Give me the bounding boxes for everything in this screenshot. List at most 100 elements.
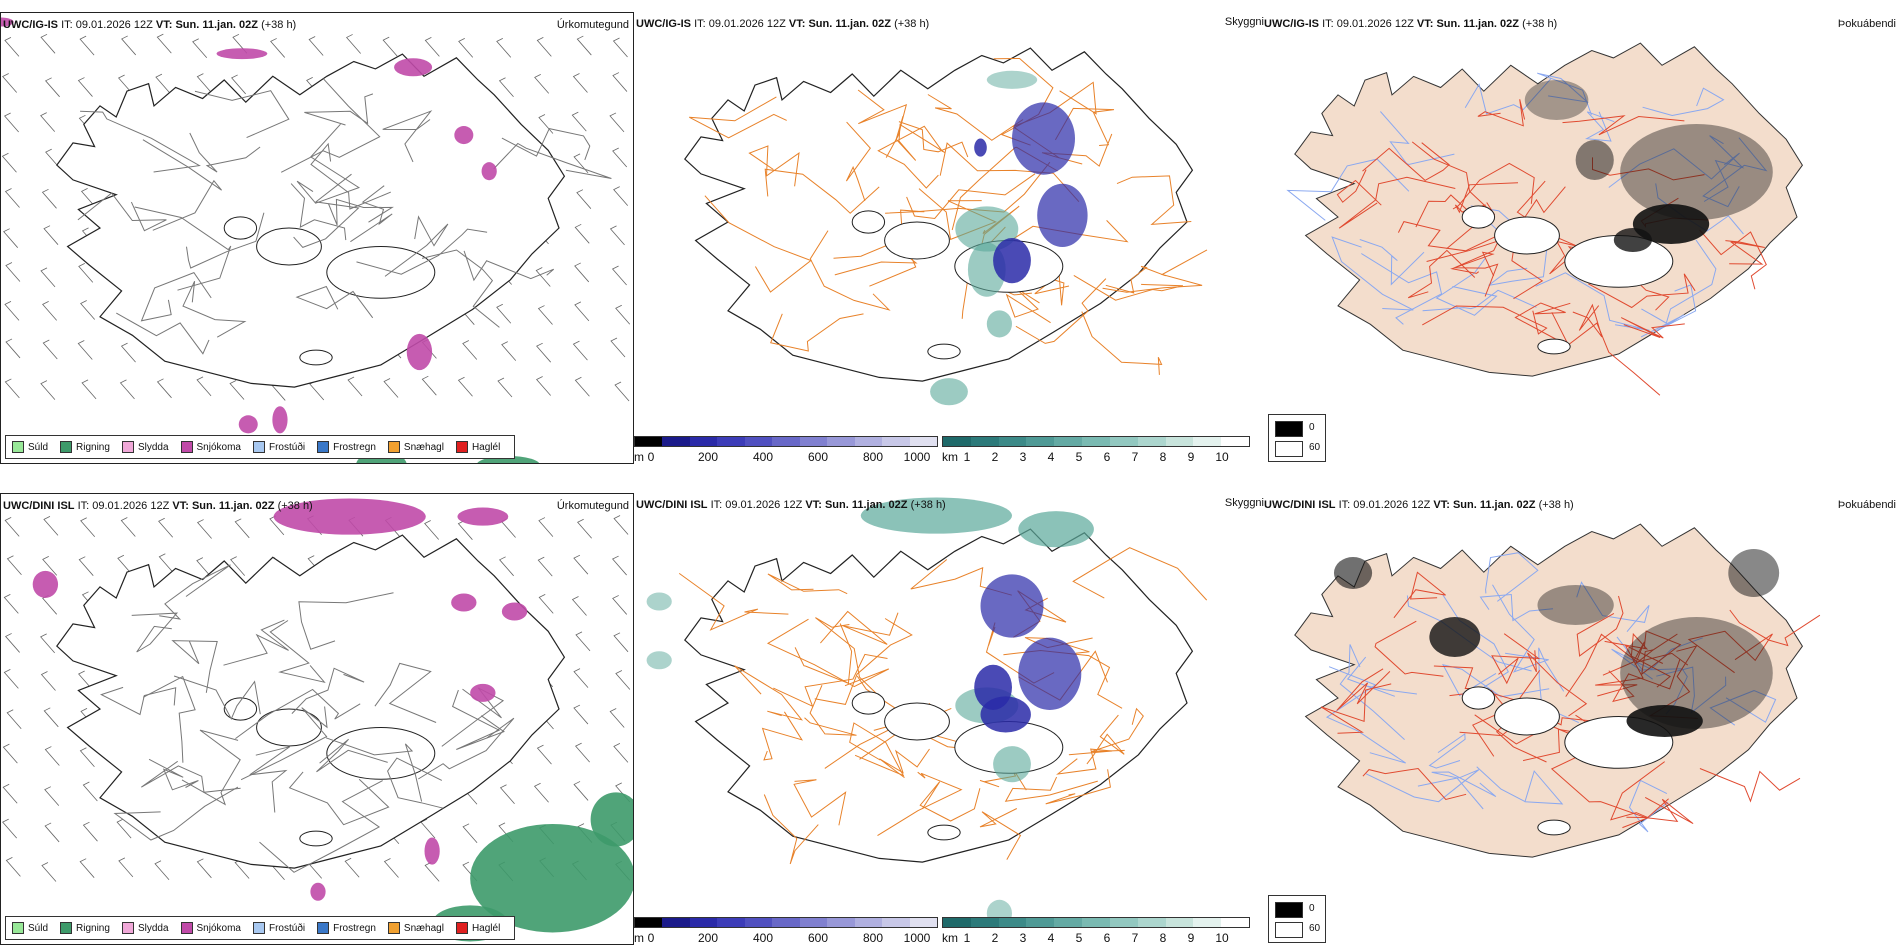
road-line [770, 313, 864, 352]
cloud-tick: 800 [862, 450, 884, 464]
legend-swatch [121, 922, 134, 934]
fog-map-top [1286, 42, 1804, 396]
snow-area [216, 48, 268, 60]
river-line [1537, 72, 1592, 115]
legend-swatch [121, 441, 134, 453]
snow-area [394, 58, 433, 77]
panel-header: UWC/IG-IS IT: 09.01.2026 12Z VT: Sun. 11… [1264, 18, 1558, 30]
wind-barb [116, 818, 132, 839]
wind-barb [4, 112, 19, 133]
wind-barb [615, 670, 631, 690]
low-visibility-area [955, 206, 1019, 252]
cloud-tick: 600 [807, 450, 829, 464]
road-line [678, 572, 789, 631]
road-line [1588, 273, 1696, 309]
wind-barb [346, 34, 361, 54]
low-visibility-area [993, 746, 1031, 783]
colorbar-segment [1137, 918, 1166, 927]
low-visibility-area [930, 378, 968, 406]
vis-tick: 8 [1159, 450, 1167, 464]
low-cloud-area [980, 696, 1031, 733]
fog-indicator-area [1613, 228, 1652, 252]
panel-header: UWC/DINI ISL IT: 09.01.2026 12Z VT: Sun.… [636, 499, 946, 511]
road-line [171, 640, 218, 693]
colorbar-segment [1054, 437, 1083, 446]
river-line [1492, 584, 1549, 673]
glacier-outline [299, 349, 333, 366]
glacier-outline [326, 246, 436, 299]
river-line [1576, 581, 1650, 633]
wind-barb [613, 743, 629, 763]
road-line [1336, 169, 1382, 206]
wind-barb [573, 153, 589, 174]
legend-swatch [60, 922, 73, 934]
glacier-outline [223, 697, 258, 721]
snow-area [273, 498, 426, 535]
wind-barb [229, 380, 245, 400]
fog-legend-high-label: 0 [1309, 422, 1315, 433]
road-line [1551, 312, 1661, 396]
wind-barb [41, 188, 57, 209]
river-line [1628, 779, 1669, 833]
road-line [418, 717, 515, 780]
glacier-outline [927, 824, 961, 841]
legend-item: Súld [12, 922, 48, 934]
low-visibility-area [646, 592, 672, 611]
wind-barb [571, 596, 587, 616]
wind-barb [43, 707, 59, 728]
wind-barb [498, 77, 514, 98]
road-line [186, 212, 265, 269]
road-line [100, 686, 177, 716]
wind-barb [575, 631, 591, 652]
wind-barb [43, 516, 59, 536]
visibility-map-bottom [646, 497, 1208, 927]
wind-barb [196, 519, 212, 539]
road-line [384, 215, 449, 277]
wind-barb [499, 556, 514, 577]
road-line [898, 121, 969, 158]
wind-barb [614, 381, 630, 402]
cloud-tick: 0 [647, 931, 655, 945]
road-line [1422, 305, 1548, 335]
road-line [1565, 633, 1689, 697]
legend-item: Rigning [60, 922, 110, 934]
road-line [463, 250, 555, 282]
river-line [1488, 246, 1548, 286]
vis-tick: 3 [1019, 931, 1027, 945]
colorbar-segment [1165, 437, 1194, 446]
wind-barb [574, 262, 590, 283]
road-line [820, 610, 899, 645]
road-line [223, 619, 289, 666]
legend-swatch [387, 441, 400, 453]
road-line [140, 271, 212, 322]
road-line [1562, 115, 1685, 136]
colorbar-segment [662, 918, 690, 927]
road-line [1608, 658, 1681, 703]
low-visibility-area [646, 651, 672, 670]
fog-panel-bottom: UWC/DINI ISL IT: 09.01.2026 12Z VT: Sun.… [1264, 493, 1900, 893]
road-line [1452, 162, 1535, 210]
cloud-base-bar [634, 917, 938, 928]
iceland-coastline [683, 528, 1194, 863]
fog-title: Þokuábendi [1837, 18, 1896, 30]
river-line [1359, 239, 1425, 286]
glacier-outline [1494, 697, 1560, 736]
road-line [1362, 142, 1450, 182]
wind-barb [4, 301, 20, 321]
precip-type-title: Úrkomutegund [556, 19, 629, 31]
visibility-title: Skyggni [1224, 497, 1264, 509]
road-line [1491, 633, 1541, 685]
vis-tick: 3 [1019, 450, 1027, 464]
colorbar-segment [744, 437, 773, 446]
wind-barb [501, 341, 517, 361]
glacier-outline [884, 221, 950, 260]
legend-item: Slydda [121, 922, 169, 934]
colorbar-segment [1082, 918, 1110, 927]
wind-barb [44, 822, 60, 843]
road-line [142, 675, 196, 763]
wind-barb [573, 668, 589, 688]
wind-barb [4, 188, 20, 208]
river-line [1331, 236, 1414, 311]
road-line [1102, 249, 1208, 293]
wind-barb [615, 304, 631, 325]
